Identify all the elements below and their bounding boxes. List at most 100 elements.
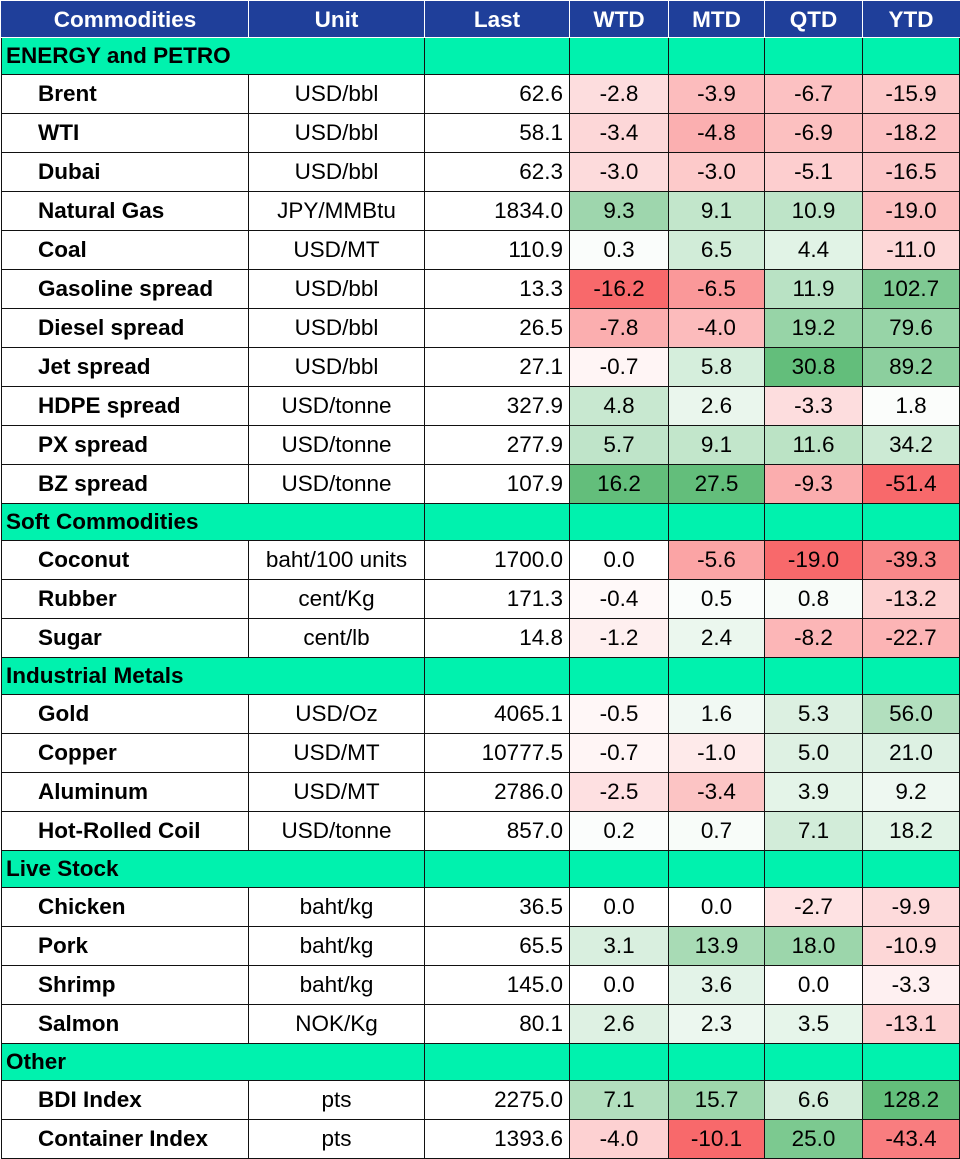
commodity-name: Pork [1, 926, 249, 966]
change-mtd: -4.0 [668, 308, 765, 348]
section-filler [764, 657, 863, 695]
table-row: Coconut baht/100 units 1700.0 0.0 -5.6 -19.0-… [1, 540, 960, 580]
table-row: Jet spread USD/bbl 27.1 -0.7 5.8 30.8 89.2 [1, 347, 960, 387]
section-filler [862, 850, 960, 888]
change-ytd: 79.6 [862, 308, 960, 348]
commodity-last: 13.3 [424, 269, 570, 309]
commodity-last: 58.1 [424, 113, 570, 153]
section-row: ENERGY and PETRO [1, 37, 960, 75]
commodity-last: 2275.0 [424, 1080, 570, 1120]
change-wtd: -2.5 [569, 772, 669, 812]
table-row: Natural Gas JPY/MMBtu 1834.0 9.3 9.1 10.9 -19.… [1, 191, 960, 231]
table-row: Diesel spread USD/bbl 26.5 -7.8 -4.0 19.2 79.6 [1, 308, 960, 348]
table-row: Rubber cent/Kg 171.3 -0.4 0.5 0.8 -13.2 [1, 579, 960, 619]
commodity-last: 62.6 [424, 74, 570, 114]
change-qtd: 19.2 [764, 308, 863, 348]
commodity-name: Rubber [1, 579, 249, 619]
commodity-unit: USD/MT [248, 772, 425, 812]
section-name: Live Stock [1, 850, 425, 888]
table-row: Dubai USD/bbl 62.3 -3.0 -3.0 -5.1 -16.5 [1, 152, 960, 192]
change-qtd: -19.0 [764, 540, 863, 580]
section-filler [668, 503, 765, 541]
change-ytd: -3.3 [862, 965, 960, 1005]
commodity-last: 10777.5 [424, 733, 570, 773]
change-qtd: 11.9 [764, 269, 863, 309]
section-filler [569, 503, 669, 541]
commodity-unit: USD/bbl [248, 152, 425, 192]
header-last: Last [424, 1, 570, 38]
commodity-last: 110.9 [424, 230, 570, 270]
change-mtd: 6.5 [668, 230, 765, 270]
change-ytd: 21.0 [862, 733, 960, 773]
commodity-unit: USD/Oz [248, 694, 425, 734]
change-ytd: -51.4 [862, 464, 960, 504]
table-row: Aluminum USD/MT 2786.0 -2.5 -3.4 3.9 9.2 [1, 772, 960, 812]
change-mtd: 0.5 [668, 579, 765, 619]
commodity-last: 4065.1 [424, 694, 570, 734]
change-mtd: 3.6 [668, 965, 765, 1005]
table-row: Shrimp baht/kg 145.0 0.0 3.6 0.0 -3.3 [1, 965, 960, 1005]
commodity-last: 1834.0 [424, 191, 570, 231]
change-ytd: 1.8 [862, 386, 960, 426]
change-qtd: 30.8 [764, 347, 863, 387]
commodity-unit: cent/Kg [248, 579, 425, 619]
section-filler [764, 37, 863, 75]
section-filler [668, 850, 765, 888]
commodity-last: 327.9 [424, 386, 570, 426]
header-wtd: WTD [569, 1, 669, 38]
commodity-unit: USD/bbl [248, 74, 425, 114]
table-row: HDPE spread USD/tonne 327.9 4.8 2.6 -3.3 1.8 [1, 386, 960, 426]
change-ytd: -18.2 [862, 113, 960, 153]
change-mtd: 9.1 [668, 191, 765, 231]
commodity-last: 14.8 [424, 618, 570, 658]
commodity-name: Aluminum [1, 772, 249, 812]
table-row: Chicken baht/kg 36.5 0.0 0.0 -2.7 -9.9 [1, 887, 960, 927]
change-mtd: -3.0 [668, 152, 765, 192]
commodity-name: Gasoline spread [1, 269, 249, 309]
section-filler [424, 657, 570, 695]
section-name: ENERGY and PETRO [1, 37, 425, 75]
commodity-name: BZ spread [1, 464, 249, 504]
commodity-unit: USD/tonne [248, 811, 425, 851]
change-mtd: 2.4 [668, 618, 765, 658]
table-row: WTI USD/bbl 58.1 -3.4 -4.8 -6.9 -18.2 [1, 113, 960, 153]
table-body: ENERGY and PETRO Brent USD/bbl 62.6 -2.8 -3.9… [1, 37, 960, 1159]
change-qtd: 4.4 [764, 230, 863, 270]
commodity-name: Brent [1, 74, 249, 114]
commodity-unit: USD/tonne [248, 386, 425, 426]
table-row: Copper USD/MT 10777.5 -0.7 -1.0 5.0 21.0 [1, 733, 960, 773]
change-mtd: 9.1 [668, 425, 765, 465]
change-wtd: -7.8 [569, 308, 669, 348]
change-qtd: -8.2 [764, 618, 863, 658]
commodity-name: Hot-Rolled Coil [1, 811, 249, 851]
change-ytd: 102.7 [862, 269, 960, 309]
header-qtd: QTD [764, 1, 863, 38]
change-wtd: -0.7 [569, 347, 669, 387]
change-ytd: -9.9 [862, 887, 960, 927]
change-mtd: 27.5 [668, 464, 765, 504]
change-mtd: -3.9 [668, 74, 765, 114]
section-filler [424, 1043, 570, 1081]
section-name: Soft Commodities [1, 503, 425, 541]
section-name: Other [1, 1043, 425, 1081]
commodity-name: Diesel spread [1, 308, 249, 348]
change-wtd: -3.4 [569, 113, 669, 153]
section-row: Other [1, 1043, 960, 1081]
section-filler [862, 503, 960, 541]
change-ytd: -13.1 [862, 1004, 960, 1044]
table-row: Hot-Rolled Coil USD/tonne 857.0 0.2 0.7 7.1 18… [1, 811, 960, 851]
commodity-unit: USD/tonne [248, 464, 425, 504]
commodity-last: 80.1 [424, 1004, 570, 1044]
change-wtd: -2.8 [569, 74, 669, 114]
change-ytd: -15.9 [862, 74, 960, 114]
commodity-unit: cent/lb [248, 618, 425, 658]
commodity-name: Natural Gas [1, 191, 249, 231]
change-ytd: 34.2 [862, 425, 960, 465]
change-wtd: -3.0 [569, 152, 669, 192]
change-mtd: -1.0 [668, 733, 765, 773]
change-mtd: -5.6 [668, 540, 765, 580]
change-wtd: -0.5 [569, 694, 669, 734]
table-row: BZ spread USD/tonne 107.9 16.2 27.5 -9.3 -51.4 [1, 464, 960, 504]
change-mtd: 5.8 [668, 347, 765, 387]
commodity-last: 171.3 [424, 579, 570, 619]
